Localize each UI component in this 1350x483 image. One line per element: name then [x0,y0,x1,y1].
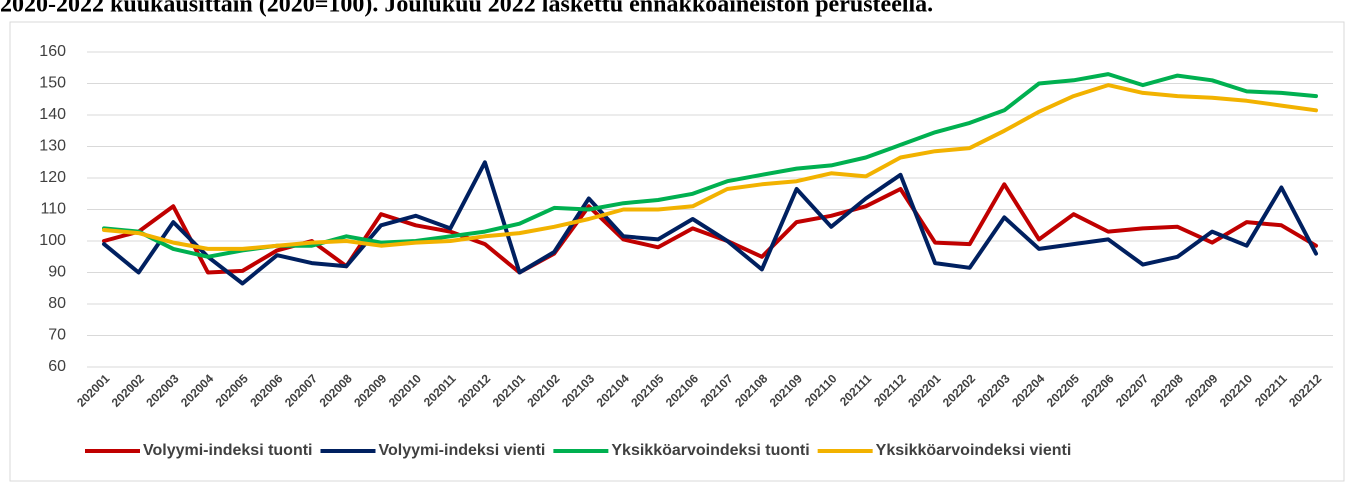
x-tick-label: 202204 [1009,371,1047,409]
x-tick-label: 202202 [940,371,978,409]
series-line [102,160,1318,286]
x-tick-label: 202003 [143,371,181,409]
y-tick-label: 120 [39,169,66,186]
x-tick-label: 202201 [905,371,943,409]
x-tick-label: 202011 [421,371,459,409]
y-tick-label: 90 [48,264,66,281]
x-tick-label: 202103 [559,371,597,409]
x-tick-label: 202107 [697,371,735,409]
x-tick-label: 202203 [974,371,1012,409]
x-tick-label: 202007 [282,371,320,409]
chart-title: 2020-2022 kuukausittain (2020=100). Joul… [0,0,933,18]
y-tick-label: 80 [48,295,66,312]
x-tick-label: 202001 [74,371,112,409]
x-tick-label: 202010 [386,371,424,409]
y-tick-label: 130 [39,138,66,155]
x-tick-label: 202208 [1148,371,1186,409]
y-tick-label: 100 [39,232,66,249]
x-tick-label: 202111 [837,371,875,409]
x-tick-label: 202210 [1217,371,1255,409]
chart-frame [9,21,1345,482]
legend-label: Volyymi-indeksi tuonti [143,442,313,459]
y-tick-label: 140 [39,106,66,123]
x-tick-label: 202004 [178,371,216,409]
y-tick-label: 160 [39,43,66,60]
x-tick-label: 202006 [247,371,285,409]
legend-label: Yksikköarvoindeksi tuonti [611,442,809,459]
x-tick-label: 202101 [490,371,528,409]
x-tick-label: 202009 [351,371,389,409]
x-tick-label: 202206 [1078,371,1116,409]
x-tick-label: 202012 [455,371,493,409]
series-line [102,83,1318,251]
x-tick-label: 202104 [594,371,632,409]
legend-label: Volyymi-indeksi vienti [379,442,546,459]
x-tick-label: 202108 [732,371,770,409]
x-tick-label: 202109 [767,371,805,409]
y-tick-label: 70 [48,327,66,344]
x-tick-label: 202008 [317,371,355,409]
x-tick-label: 202211 [1252,371,1290,409]
x-tick-label: 202005 [213,371,251,409]
x-tick-label: 202105 [628,371,666,409]
x-tick-label: 202205 [1044,371,1082,409]
y-tick-label: 150 [39,75,66,92]
x-tick-label: 202106 [663,371,701,409]
x-tick-label: 202102 [524,371,562,409]
legend-label: Yksikköarvoindeksi vienti [876,442,1072,459]
series-line [102,72,1318,259]
x-tick-label: 202110 [802,371,840,409]
x-tick-label: 202209 [1182,371,1220,409]
x-tick-label: 202212 [1286,371,1324,409]
y-tick-label: 110 [40,201,66,218]
y-tick-label: 60 [48,358,66,375]
x-tick-label: 202207 [1113,371,1151,409]
x-tick-label: 202002 [109,371,147,409]
x-tick-label: 202112 [871,371,909,409]
